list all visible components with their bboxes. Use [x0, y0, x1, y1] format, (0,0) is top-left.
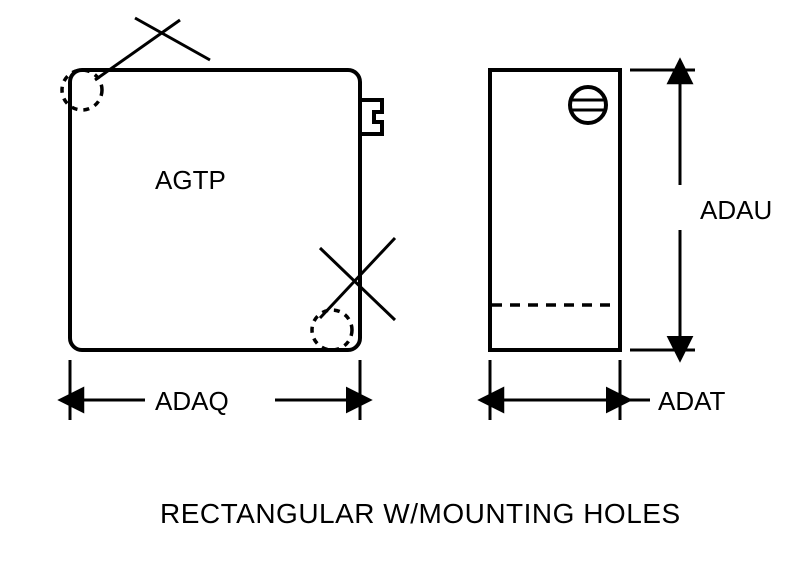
diagram-title: RECTANGULAR W/MOUNTING HOLES [160, 498, 681, 530]
screw-head-icon [570, 87, 606, 123]
dim-adau [630, 70, 695, 350]
label-adaq: ADAQ [155, 386, 229, 417]
diagram-stage: AGTP ADAQ ADAU ADAT RECTANGULAR W/MOUNTI… [0, 0, 806, 585]
mount-hole-br [312, 310, 352, 350]
side-view [490, 70, 620, 350]
leader-br [320, 238, 395, 318]
front-view [62, 18, 395, 350]
label-agtp: AGTP [155, 165, 226, 196]
label-adat: ADAT [658, 386, 725, 417]
connector-tab [360, 100, 382, 134]
leader-br-cross [320, 248, 395, 320]
label-adau: ADAU [700, 195, 772, 226]
dim-adat [490, 360, 650, 420]
